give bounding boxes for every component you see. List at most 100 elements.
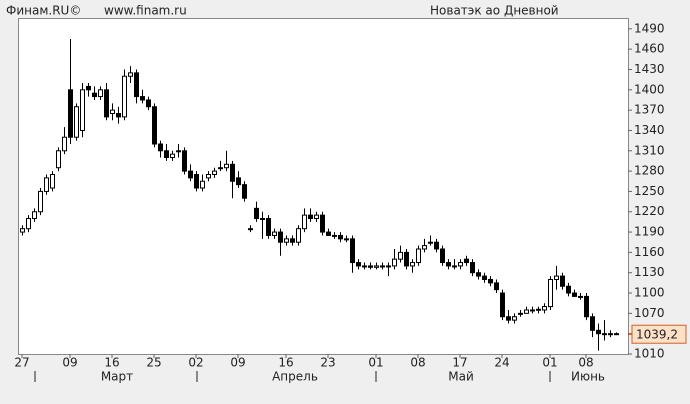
candle-body [146,99,151,108]
candle-body [158,143,163,152]
x-tick-label: 08 [578,356,593,370]
candle-body [56,150,61,169]
candle-body [548,278,553,308]
x-tick-label: 09 [230,356,245,370]
candle-body [254,207,259,220]
candle-body [458,262,463,267]
candle-body [26,218,31,230]
candle-body [572,292,577,297]
candle-body [128,72,133,77]
candle-body [296,228,301,243]
candle-body [176,150,181,153]
candle-body [320,214,325,233]
candle-body [596,329,601,335]
candle-body [422,245,427,250]
candle-body [314,214,319,220]
candle-body [560,275,565,287]
candle-body [614,333,619,336]
candle-body [368,265,373,268]
candle-body [20,228,25,233]
month-label: Июнь [571,370,605,384]
candle-body [542,306,547,311]
candle-body [374,265,379,268]
candle-body [284,238,289,243]
candle-body [404,251,409,267]
candle-body [68,89,73,138]
candle-body [206,173,211,179]
candle-body [104,89,109,118]
candle-body [488,278,493,284]
candle-body [50,173,55,189]
x-tick-label: 02 [188,356,203,370]
month-label: Апрель [272,370,318,384]
candle-body [482,275,487,280]
candle-body [446,262,451,267]
candle-body [266,218,271,236]
candle-body [416,248,421,264]
x-tick-label: 17 [452,356,467,370]
x-tick-label: 01 [368,356,383,370]
candle-body [308,214,313,220]
x-tick-label: 24 [494,356,509,370]
x-tick-label: 09 [62,356,77,370]
y-tick-label: 1370 [634,103,665,117]
x-tick-label: 25 [146,356,161,370]
candle-body [152,106,157,145]
candle-body [584,295,589,318]
candle-body [452,265,457,268]
chart-title: Новатэк ао Дневной [430,4,559,18]
candle-body [494,282,499,291]
candle-body [98,89,103,98]
x-tick-label: 27 [14,356,29,370]
y-tick-label: 1490 [634,21,665,35]
candle-body [140,96,145,101]
candle-body [410,262,415,267]
candle-body [116,113,121,118]
candle-body [470,262,475,274]
x-tick-label: 08 [410,356,425,370]
last-value-label: 1039,2 [636,328,678,342]
candle-body [578,295,583,298]
candle-body [290,238,295,243]
y-tick-label: 1250 [634,184,665,198]
candle-body [62,136,67,152]
x-tick-label: 16 [278,356,293,370]
y-tick-label: 1010 [634,347,665,361]
candle-body [272,231,277,236]
candle-body [80,89,85,131]
candle-body [506,316,511,321]
y-tick-label: 1310 [634,143,665,157]
candle-body [38,190,43,213]
candle-body [608,333,613,336]
candle-body [476,272,481,277]
candle-body [200,180,205,189]
candle-body [440,248,445,264]
candle-body [332,234,337,237]
candle-body [356,262,361,267]
candle-body [86,85,91,91]
candle-body [74,106,79,138]
y-tick-label: 1160 [634,245,665,259]
candle-body [500,292,505,318]
x-tick-label: 23 [320,356,335,370]
candle-body [248,228,253,231]
y-tick-label: 1340 [634,123,665,137]
month-label: Март [101,370,133,384]
month-label: Май [448,370,474,384]
y-tick-label: 1130 [634,265,665,279]
candle-body [218,167,223,170]
source: Финам.RU© [6,4,81,18]
y-tick-label: 1100 [634,286,665,300]
candle-body [398,251,403,260]
site: www.finam.ru [104,4,187,18]
y-tick-label: 1220 [634,204,665,218]
y-tick-label: 1400 [634,82,665,96]
candle-body [428,241,433,244]
candle-body [434,241,439,250]
candle-body [344,238,349,241]
y-tick-label: 1460 [634,42,665,56]
x-tick-label: 16 [104,356,119,370]
candle-body [260,218,265,221]
candle-body [194,173,199,189]
